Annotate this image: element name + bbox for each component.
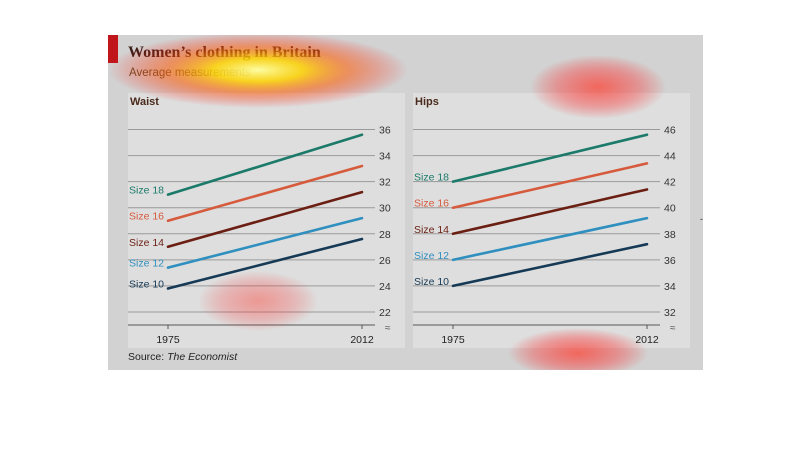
y-tick-label: 38 [664,229,676,241]
x-tick-label: 2012 [635,334,659,346]
y-tick-label: 42 [664,177,676,189]
x-tick-label: 1975 [441,334,465,346]
y-tick-label: 32 [664,307,676,319]
y-tick-label: 30 [379,203,391,215]
series-line [166,190,364,249]
y-tick-label: 46 [664,125,676,137]
y-tick-label: 32 [379,177,391,189]
axis-break-mark: ≈ [670,323,676,334]
series-label: Size 14 [414,224,449,236]
x-tick-label: 2012 [350,334,374,346]
source-publication: The Economist [167,351,238,363]
y-tick-label: 40 [664,203,676,215]
series-line [166,216,364,269]
series-line [451,216,649,262]
series-line [451,133,649,183]
series-line [451,162,649,210]
series-label: Size 16 [414,198,449,210]
series-label: Size 18 [414,172,449,184]
chart-subtitle: Average measurements [129,67,251,79]
x-tick-label: 1975 [156,334,180,346]
series-label: Size 16 [129,211,164,223]
series-label: Size 10 [414,276,449,288]
series-line [166,164,364,223]
y-tick-label: 22 [379,307,391,319]
y-tick-label: 26 [379,255,391,267]
panel-title: Waist [130,96,159,108]
source-label: Source: [128,351,165,363]
y-tick-label: 44 [664,151,676,163]
axis-break-mark: ≈ [385,323,391,334]
series-line [166,133,364,196]
waist-panel: Waist 22 24 26 28 30 32 34 36 ≈1975 2012 Size 18 Siz… [128,93,405,348]
brand-accent-bar [108,35,118,63]
chart-title: Women’s clothing in Britain [128,44,321,61]
series-line [451,242,649,288]
hips-panel: Hips 32 34 36 38 40 42 44 46 ≈1975 2012 Size 18 Size… [413,93,690,348]
series-label: Size 18 [129,185,164,197]
chart-source: Source: The Economist [128,351,237,363]
series-label: Size 12 [129,258,164,270]
y-tick-label: 34 [379,151,391,163]
panel-title: Hips [415,96,439,108]
y-tick-label: 34 [664,281,676,293]
panel-background [413,93,690,348]
series-label: Size 14 [129,237,164,249]
series-label: Size 10 [129,279,164,291]
chart-figure: Women’s clothing in Britain Average meas… [108,35,703,370]
series-line [451,188,649,236]
series-label: Size 12 [414,250,449,262]
stray-tick-mark: - [700,214,703,224]
y-tick-label: 36 [379,125,391,137]
y-tick-label: 28 [379,229,391,241]
y-tick-label: 36 [664,255,676,267]
y-tick-label: 24 [379,281,391,293]
